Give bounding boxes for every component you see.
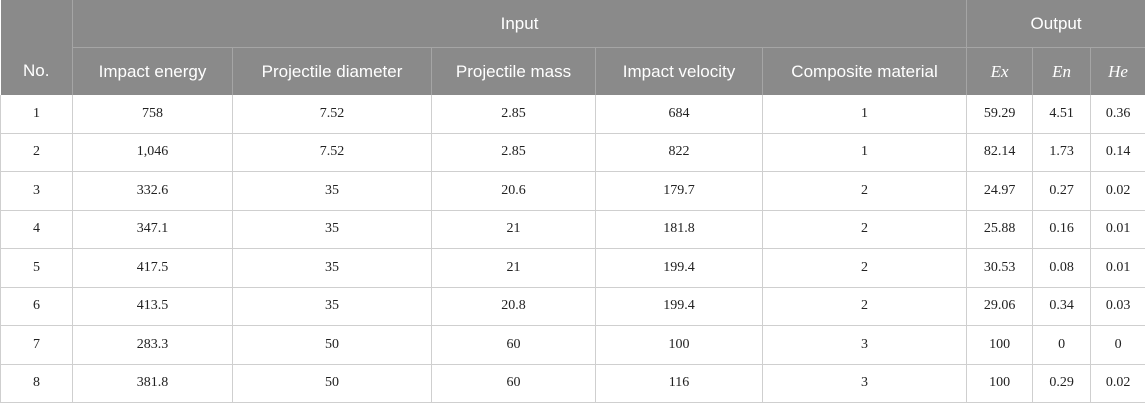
table-cell: 21 bbox=[431, 248, 596, 288]
table-cell: 3 bbox=[762, 364, 968, 403]
table-cell: 0.16 bbox=[1032, 210, 1092, 249]
table-cell: 0.03 bbox=[1090, 287, 1145, 326]
table-cell: 2.85 bbox=[431, 95, 596, 134]
table-row: 4 347.1 35 21 181.8 2 25.88 0.16 0.01 bbox=[0, 210, 1145, 249]
table-cell: 35 bbox=[232, 171, 432, 211]
table-cell: 35 bbox=[232, 287, 432, 326]
group-header: Output bbox=[966, 0, 1145, 48]
table-cell: 3 bbox=[0, 171, 73, 211]
table-cell: 199.4 bbox=[595, 287, 763, 326]
table-cell: 1,046 bbox=[72, 133, 233, 172]
table-cell: 199.4 bbox=[595, 248, 763, 288]
table-cell: 332.6 bbox=[72, 171, 233, 211]
table-cell: 50 bbox=[232, 364, 432, 403]
table-cell: 7.52 bbox=[232, 95, 432, 134]
table-cell: 822 bbox=[595, 133, 763, 172]
table-cell: 35 bbox=[232, 210, 432, 249]
table-cell: 4.51 bbox=[1032, 95, 1092, 134]
table-cell: 2 bbox=[762, 171, 968, 211]
column-header: Impact energy bbox=[72, 47, 233, 95]
table-cell: 24.97 bbox=[966, 171, 1034, 211]
table-cell: 2.85 bbox=[431, 133, 596, 172]
table-row: 8 381.8 50 60 116 3 100 0.29 0.02 bbox=[0, 364, 1145, 403]
column-header: He bbox=[1090, 47, 1145, 95]
column-header: Projectile diameter bbox=[232, 47, 432, 95]
table-cell: 417.5 bbox=[72, 248, 233, 288]
column-header: Composite material bbox=[762, 47, 968, 95]
table-cell: 0.27 bbox=[1032, 171, 1092, 211]
table-row: 2 1,046 7.52 2.85 822 1 82.14 1.73 0.14 bbox=[0, 133, 1145, 172]
table-cell: 1 bbox=[762, 133, 968, 172]
group-header: Input bbox=[72, 0, 968, 48]
table-cell: 1 bbox=[762, 95, 968, 134]
table-cell: 179.7 bbox=[595, 171, 763, 211]
group-header-row: Input Output bbox=[0, 0, 1145, 48]
table-cell: 20.6 bbox=[431, 171, 596, 211]
table-cell: 0.01 bbox=[1090, 248, 1145, 288]
table-cell: 0 bbox=[1090, 325, 1145, 365]
column-header: Projectile mass bbox=[431, 47, 596, 95]
table-cell: 0.02 bbox=[1090, 364, 1145, 403]
table-cell: 283.3 bbox=[72, 325, 233, 365]
table-cell: 2 bbox=[762, 287, 968, 326]
table-cell: 35 bbox=[232, 248, 432, 288]
column-header: Ex bbox=[966, 47, 1034, 95]
table-cell: 3 bbox=[762, 325, 968, 365]
table-cell: 2 bbox=[0, 133, 73, 172]
table-cell: 100 bbox=[966, 364, 1034, 403]
table-cell: 100 bbox=[966, 325, 1034, 365]
table-cell: 0.01 bbox=[1090, 210, 1145, 249]
table-row: 7 283.3 50 60 100 3 100 0 0 bbox=[0, 325, 1145, 365]
table-cell: 50 bbox=[232, 325, 432, 365]
table-cell: 2 bbox=[762, 248, 968, 288]
table-cell: 82.14 bbox=[966, 133, 1034, 172]
table-row: 1 758 7.52 2.85 684 1 59.29 4.51 0.36 bbox=[0, 95, 1145, 134]
column-header-row: No. Impact energy Projectile diameter Proje… bbox=[0, 47, 1145, 95]
table-cell: 0 bbox=[1032, 325, 1092, 365]
table-cell: 116 bbox=[595, 364, 763, 403]
table-cell: 1 bbox=[0, 95, 73, 134]
table-cell: 0.08 bbox=[1032, 248, 1092, 288]
header-blank bbox=[0, 0, 73, 48]
table-cell: 0.36 bbox=[1090, 95, 1145, 134]
table-cell: 7 bbox=[0, 325, 73, 365]
table-cell: 59.29 bbox=[966, 95, 1034, 134]
table-cell: 8 bbox=[0, 364, 73, 403]
table-row: 3 332.6 35 20.6 179.7 2 24.97 0.27 0.02 bbox=[0, 171, 1145, 211]
table-cell: 181.8 bbox=[595, 210, 763, 249]
table-body: 1 758 7.52 2.85 684 1 59.29 4.51 0.36 2 1,046 7.52 2… bbox=[0, 95, 1145, 403]
table-cell: 0.34 bbox=[1032, 287, 1092, 326]
table-cell: 60 bbox=[431, 325, 596, 365]
table-cell: 30.53 bbox=[966, 248, 1034, 288]
table-cell: 5 bbox=[0, 248, 73, 288]
table-cell: 21 bbox=[431, 210, 596, 249]
table-cell: 0.14 bbox=[1090, 133, 1145, 172]
column-header: No. bbox=[0, 47, 73, 95]
table-cell: 29.06 bbox=[966, 287, 1034, 326]
table-cell: 413.5 bbox=[72, 287, 233, 326]
table-cell: 20.8 bbox=[431, 287, 596, 326]
table-cell: 6 bbox=[0, 287, 73, 326]
table-cell: 684 bbox=[595, 95, 763, 134]
table-cell: 758 bbox=[72, 95, 233, 134]
table-cell: 25.88 bbox=[966, 210, 1034, 249]
table-cell: 60 bbox=[431, 364, 596, 403]
table-row: 5 417.5 35 21 199.4 2 30.53 0.08 0.01 bbox=[0, 248, 1145, 288]
table-cell: 0.29 bbox=[1032, 364, 1092, 403]
table-cell: 1.73 bbox=[1032, 133, 1092, 172]
table-cell: 2 bbox=[762, 210, 968, 249]
table-cell: 381.8 bbox=[72, 364, 233, 403]
table-cell: 7.52 bbox=[232, 133, 432, 172]
column-header: Impact velocity bbox=[595, 47, 763, 95]
table-cell: 4 bbox=[0, 210, 73, 249]
table-cell: 0.02 bbox=[1090, 171, 1145, 211]
table-row: 6 413.5 35 20.8 199.4 2 29.06 0.34 0.03 bbox=[0, 287, 1145, 326]
table-cell: 347.1 bbox=[72, 210, 233, 249]
column-header: En bbox=[1032, 47, 1092, 95]
table-cell: 100 bbox=[595, 325, 763, 365]
